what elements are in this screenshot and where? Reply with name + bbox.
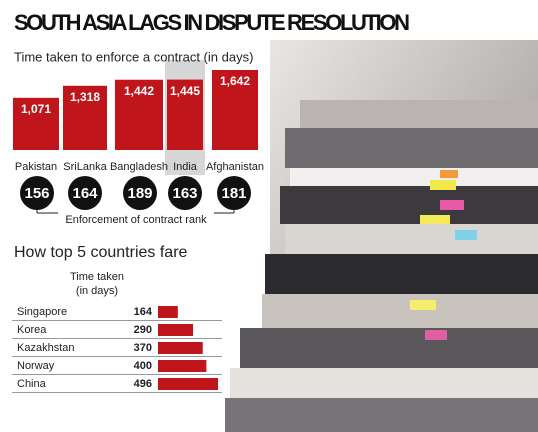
rank-badge [217,176,251,210]
rank-badge [20,176,54,210]
bracket-label-bg [58,212,214,228]
rank-label: 163 [172,185,197,202]
value-label: 1,642 [220,74,250,88]
category-label: SriLanka [63,161,107,173]
value-label: 1,318 [70,90,100,104]
rank-badge [168,176,202,210]
rank-badge [123,176,157,210]
subtitle: Time taken to enforce a contract (in day… [14,49,253,64]
value-label: 1,442 [124,84,154,98]
value-label: 1,071 [21,102,51,116]
bar [158,324,194,336]
value-label: 496 [134,378,152,390]
bar [158,360,207,372]
value-label: 1,445 [170,84,200,98]
bar [212,70,258,150]
rank-label: 156 [24,185,49,202]
bar [115,79,163,150]
bar [13,97,59,150]
bar [158,342,203,354]
category-label: Singapore [17,306,67,318]
category-label: Kazakhstan [17,342,74,354]
photo-files [225,40,538,432]
category-label: China [17,378,47,390]
bar [158,378,218,390]
category-label: Norway [17,360,55,372]
rank-label: 164 [72,185,98,202]
category-label: Afghanistan [206,161,264,173]
value-label: 370 [134,342,152,354]
rank-badge [68,176,102,210]
category-label: Korea [17,324,47,336]
category-label: Pakistan [15,161,57,173]
rank-label: 181 [221,185,246,202]
ranks-label: Enforcement of contract rank [65,214,207,226]
bar [167,79,203,150]
value-label: 400 [134,360,152,372]
category-label: Bangladesh [110,161,168,173]
section-title: How top 5 countries fare [14,244,188,261]
bar [63,85,107,150]
bar [158,306,178,318]
category-label: India [173,161,198,173]
rank-label: 189 [127,185,152,202]
value-label: 164 [134,306,153,318]
value-label: 290 [134,324,152,336]
value-header: Time taken (in days) [69,271,124,297]
chart-title: SOUTH ASIA LAGS IN DISPUTE RESOLUTION [14,10,410,35]
